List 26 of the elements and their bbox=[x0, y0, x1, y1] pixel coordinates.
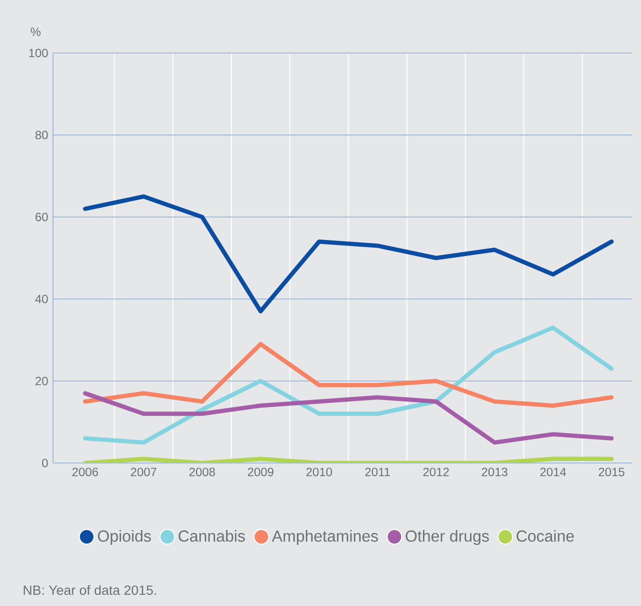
x-tick-label: 2015 bbox=[598, 468, 624, 476]
line-series bbox=[83, 194, 614, 314]
x-tick-label: 2014 bbox=[540, 468, 566, 476]
y-tick-label: 40 bbox=[35, 294, 48, 304]
x-tick-label: 2011 bbox=[365, 468, 390, 476]
y-axis-title: % bbox=[30, 28, 41, 36]
legend-label: Cocaine bbox=[516, 530, 574, 542]
y-tick-label: 80 bbox=[35, 130, 48, 140]
x-tick-label: 2010 bbox=[306, 468, 332, 476]
x-tick-label: 2009 bbox=[248, 468, 274, 476]
y-tick-label: 20 bbox=[36, 376, 48, 386]
y-tick-label: 0 bbox=[42, 458, 48, 468]
legend-label: Amphetamines bbox=[272, 530, 378, 545]
y-tick-label: 60 bbox=[36, 212, 48, 222]
x-tick-label: 2008 bbox=[189, 468, 215, 476]
y-tick-label: 100 bbox=[29, 48, 48, 58]
x-tick-label: 2007 bbox=[130, 468, 156, 476]
legend-label: Other drugs bbox=[406, 530, 489, 545]
x-tick-label: 2012 bbox=[423, 468, 449, 476]
line-series bbox=[83, 326, 614, 445]
text: NB: Year of data 2015. bbox=[24, 585, 156, 595]
legend-label: Opioids bbox=[98, 530, 151, 545]
x-tick-label: 2013 bbox=[482, 468, 508, 476]
x-tick-label: 2006 bbox=[72, 468, 98, 476]
legend-label: Cannabis bbox=[178, 530, 245, 542]
line-series bbox=[83, 342, 614, 408]
